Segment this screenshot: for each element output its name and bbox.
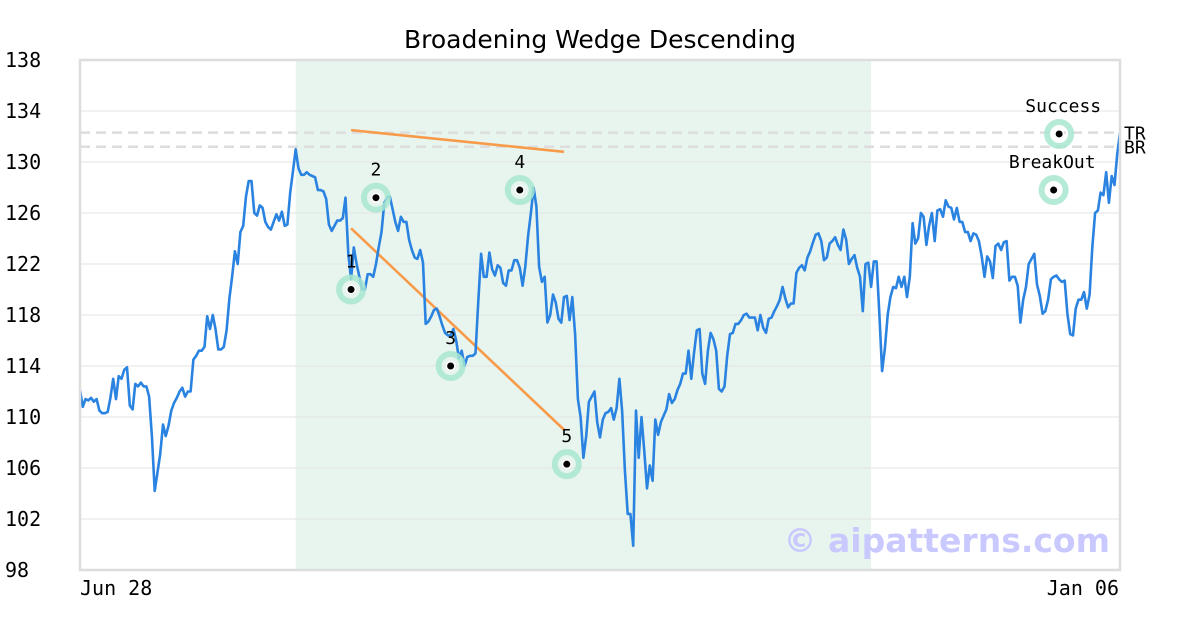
- point-marker-ring: [504, 175, 535, 206]
- point-label: 4: [514, 152, 525, 173]
- y-tick-label: 134: [5, 99, 41, 123]
- point-marker-dot: [516, 186, 524, 194]
- chart-title: Broadening Wedge Descending: [404, 25, 796, 54]
- y-tick-label: 122: [5, 252, 41, 276]
- point-marker-ring: [360, 182, 391, 213]
- point-label: 1: [346, 252, 357, 273]
- point-marker-dot: [1050, 186, 1058, 194]
- point-marker-dot: [347, 286, 355, 293]
- x-tick-label: Jun 28: [80, 576, 152, 600]
- y-tick-label: 106: [5, 456, 41, 480]
- y-axis-ticks: 98 102 106 110 114 118 122 126 130 134 138: [5, 48, 41, 582]
- price-series-line: [78, 132, 1122, 548]
- y-tick-label: 110: [5, 405, 41, 429]
- y-tick-label: 98: [5, 558, 29, 582]
- point-marker-ring: [1044, 118, 1075, 149]
- point-marker-dot: [447, 362, 455, 370]
- point-label: Success: [1025, 96, 1101, 117]
- point-label: BreakOut: [1009, 152, 1096, 173]
- point-marker-ring: [336, 274, 367, 305]
- point-marker-ring: [435, 351, 466, 381]
- level-label: TR: [1124, 124, 1146, 145]
- x-axis-ticks: Jun 28 Jan 06: [80, 576, 1119, 600]
- wedge-trendlines: [350, 128, 565, 431]
- plot-frame: [78, 58, 1122, 572]
- y-tick-label: 102: [5, 507, 41, 531]
- wedge-line-upper: [350, 128, 565, 154]
- y-tick-label: 138: [5, 48, 41, 72]
- y-tick-label: 118: [5, 303, 41, 327]
- pattern-points: 1 2 3 4 5 BreakOut Success: [336, 96, 1101, 480]
- wedge-line-lower: [350, 227, 565, 431]
- x-tick-label: Jan 06: [1047, 576, 1119, 600]
- point-label: 3: [445, 328, 456, 349]
- point-label: 2: [371, 160, 382, 181]
- level-label: BR: [1124, 138, 1146, 159]
- y-tick-label: 114: [5, 354, 41, 378]
- point-marker-dot: [372, 194, 380, 202]
- point-marker-dot: [563, 460, 571, 468]
- point-label: 5: [561, 426, 572, 447]
- point-marker-ring: [1038, 175, 1069, 206]
- point-marker-dot: [1055, 130, 1063, 138]
- point-marker-ring: [551, 449, 582, 480]
- y-tick-label: 126: [5, 201, 41, 225]
- watermark-text: © aipatterns.com: [784, 521, 1110, 560]
- y-tick-label: 130: [5, 150, 41, 174]
